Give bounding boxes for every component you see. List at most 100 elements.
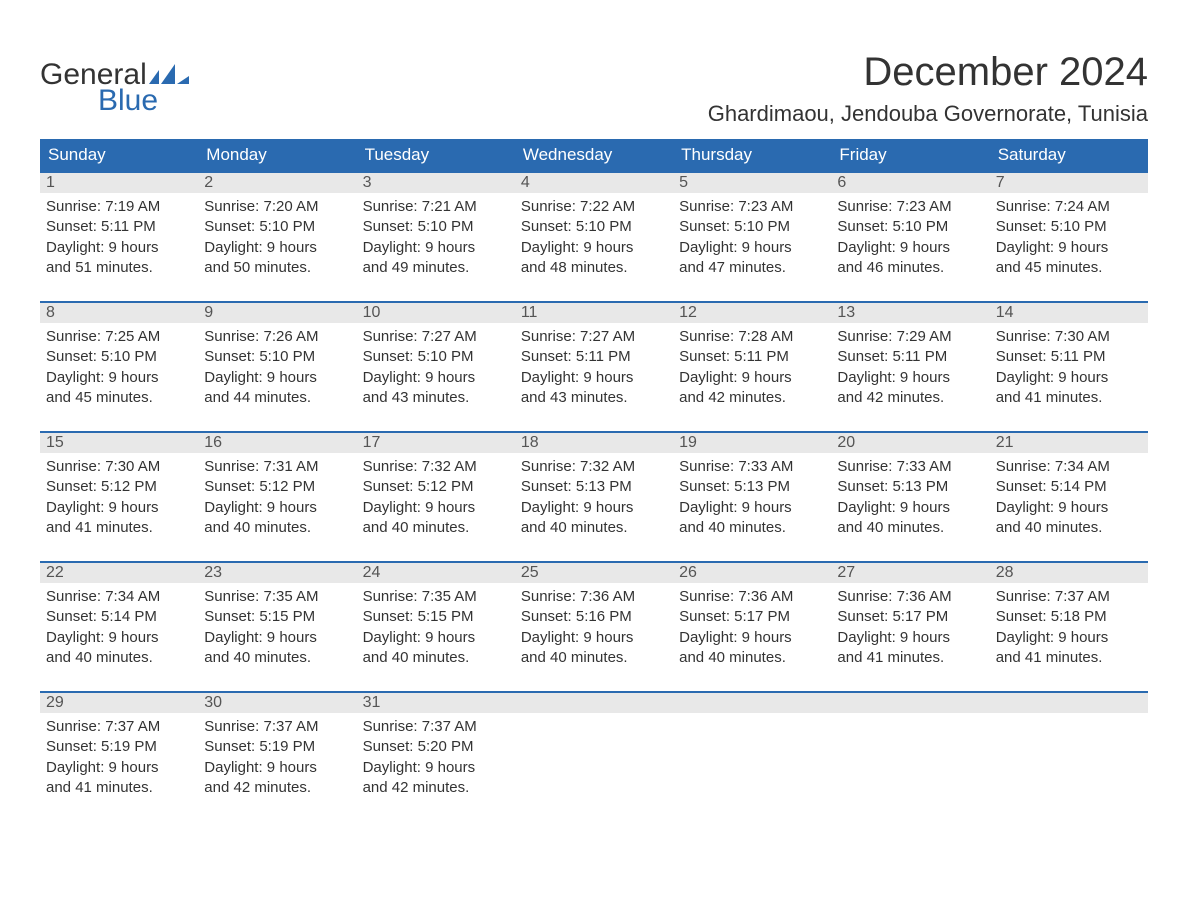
- day-dl1: Daylight: 9 hours: [363, 498, 507, 518]
- day-dl2: and 40 minutes.: [46, 648, 190, 668]
- day-cell: Sunrise: 7:33 AMSunset: 5:13 PMDaylight:…: [831, 453, 989, 543]
- day-number-row: 293031: [40, 693, 1148, 713]
- day-sunrise: Sunrise: 7:32 AM: [521, 457, 665, 477]
- day-number: 29: [40, 693, 198, 713]
- day-cell: Sunrise: 7:37 AMSunset: 5:19 PMDaylight:…: [198, 713, 356, 803]
- day-number: 18: [515, 433, 673, 453]
- day-dl2: and 43 minutes.: [521, 388, 665, 408]
- day-cell: Sunrise: 7:37 AMSunset: 5:18 PMDaylight:…: [990, 583, 1148, 673]
- day-sunset: Sunset: 5:13 PM: [521, 477, 665, 497]
- day-sunrise: Sunrise: 7:23 AM: [679, 197, 823, 217]
- day-sunrise: Sunrise: 7:27 AM: [363, 327, 507, 347]
- day-dl1: Daylight: 9 hours: [521, 238, 665, 258]
- day-number: 12: [673, 303, 831, 323]
- day-dl2: and 41 minutes.: [46, 518, 190, 538]
- day-header: Tuesday: [357, 139, 515, 171]
- brand-logo: General Blue: [40, 58, 189, 118]
- day-number: 16: [198, 433, 356, 453]
- day-dl2: and 40 minutes.: [363, 648, 507, 668]
- week: 15161718192021Sunrise: 7:30 AMSunset: 5:…: [40, 431, 1148, 543]
- day-dl1: Daylight: 9 hours: [204, 238, 348, 258]
- day-dl1: Daylight: 9 hours: [996, 498, 1140, 518]
- day-dl2: and 40 minutes.: [521, 648, 665, 668]
- day-sunrise: Sunrise: 7:29 AM: [837, 327, 981, 347]
- day-sunrise: Sunrise: 7:21 AM: [363, 197, 507, 217]
- month-title: December 2024: [708, 50, 1148, 95]
- day-sunrise: Sunrise: 7:33 AM: [679, 457, 823, 477]
- day-cell: Sunrise: 7:20 AMSunset: 5:10 PMDaylight:…: [198, 193, 356, 283]
- day-dl2: and 41 minutes.: [996, 388, 1140, 408]
- day-dl1: Daylight: 9 hours: [363, 628, 507, 648]
- day-number: 21: [990, 433, 1148, 453]
- day-number: 14: [990, 303, 1148, 323]
- day-sunset: Sunset: 5:10 PM: [837, 217, 981, 237]
- day-sunset: Sunset: 5:11 PM: [521, 347, 665, 367]
- day-number-row: 891011121314: [40, 303, 1148, 323]
- day-dl1: Daylight: 9 hours: [204, 758, 348, 778]
- day-number: [831, 693, 989, 713]
- day-sunset: Sunset: 5:10 PM: [204, 217, 348, 237]
- day-cell: Sunrise: 7:32 AMSunset: 5:12 PMDaylight:…: [357, 453, 515, 543]
- day-header: Thursday: [673, 139, 831, 171]
- day-dl2: and 40 minutes.: [837, 518, 981, 538]
- day-header: Sunday: [40, 139, 198, 171]
- day-number: 17: [357, 433, 515, 453]
- day-dl2: and 45 minutes.: [46, 388, 190, 408]
- day-cell: Sunrise: 7:35 AMSunset: 5:15 PMDaylight:…: [357, 583, 515, 673]
- day-sunset: Sunset: 5:12 PM: [363, 477, 507, 497]
- day-dl1: Daylight: 9 hours: [46, 628, 190, 648]
- day-sunset: Sunset: 5:10 PM: [363, 217, 507, 237]
- day-sunrise: Sunrise: 7:30 AM: [996, 327, 1140, 347]
- day-dl1: Daylight: 9 hours: [521, 368, 665, 388]
- day-sunset: Sunset: 5:11 PM: [837, 347, 981, 367]
- day-cell: Sunrise: 7:35 AMSunset: 5:15 PMDaylight:…: [198, 583, 356, 673]
- day-number: 15: [40, 433, 198, 453]
- day-dl1: Daylight: 9 hours: [996, 368, 1140, 388]
- day-number: 20: [831, 433, 989, 453]
- day-cell: [673, 713, 831, 803]
- day-dl2: and 40 minutes.: [204, 518, 348, 538]
- day-number: [515, 693, 673, 713]
- day-data-row: Sunrise: 7:37 AMSunset: 5:19 PMDaylight:…: [40, 713, 1148, 803]
- day-cell: [831, 713, 989, 803]
- day-sunrise: Sunrise: 7:35 AM: [204, 587, 348, 607]
- day-dl1: Daylight: 9 hours: [996, 238, 1140, 258]
- day-dl1: Daylight: 9 hours: [363, 238, 507, 258]
- day-dl1: Daylight: 9 hours: [679, 368, 823, 388]
- day-number-row: 22232425262728: [40, 563, 1148, 583]
- day-cell: Sunrise: 7:34 AMSunset: 5:14 PMDaylight:…: [40, 583, 198, 673]
- day-dl2: and 49 minutes.: [363, 258, 507, 278]
- day-sunset: Sunset: 5:16 PM: [521, 607, 665, 627]
- day-sunrise: Sunrise: 7:37 AM: [363, 717, 507, 737]
- day-number-row: 1234567: [40, 173, 1148, 193]
- week: 22232425262728Sunrise: 7:34 AMSunset: 5:…: [40, 561, 1148, 673]
- day-data-row: Sunrise: 7:30 AMSunset: 5:12 PMDaylight:…: [40, 453, 1148, 543]
- day-sunrise: Sunrise: 7:36 AM: [837, 587, 981, 607]
- day-sunrise: Sunrise: 7:36 AM: [679, 587, 823, 607]
- day-cell: Sunrise: 7:32 AMSunset: 5:13 PMDaylight:…: [515, 453, 673, 543]
- day-sunrise: Sunrise: 7:35 AM: [363, 587, 507, 607]
- day-dl1: Daylight: 9 hours: [679, 498, 823, 518]
- day-header: Monday: [198, 139, 356, 171]
- day-sunrise: Sunrise: 7:34 AM: [46, 587, 190, 607]
- day-sunset: Sunset: 5:20 PM: [363, 737, 507, 757]
- day-sunrise: Sunrise: 7:20 AM: [204, 197, 348, 217]
- day-sunset: Sunset: 5:19 PM: [204, 737, 348, 757]
- day-sunset: Sunset: 5:11 PM: [46, 217, 190, 237]
- day-dl2: and 40 minutes.: [363, 518, 507, 538]
- day-sunset: Sunset: 5:13 PM: [837, 477, 981, 497]
- day-number: 3: [357, 173, 515, 193]
- day-sunrise: Sunrise: 7:24 AM: [996, 197, 1140, 217]
- day-dl1: Daylight: 9 hours: [837, 238, 981, 258]
- day-dl1: Daylight: 9 hours: [363, 758, 507, 778]
- day-number: 9: [198, 303, 356, 323]
- day-dl2: and 42 minutes.: [679, 388, 823, 408]
- day-cell: Sunrise: 7:37 AMSunset: 5:20 PMDaylight:…: [357, 713, 515, 803]
- day-cell: Sunrise: 7:21 AMSunset: 5:10 PMDaylight:…: [357, 193, 515, 283]
- day-dl1: Daylight: 9 hours: [204, 498, 348, 518]
- day-dl2: and 40 minutes.: [204, 648, 348, 668]
- day-number: 27: [831, 563, 989, 583]
- day-dl1: Daylight: 9 hours: [837, 368, 981, 388]
- day-dl1: Daylight: 9 hours: [679, 628, 823, 648]
- day-sunrise: Sunrise: 7:34 AM: [996, 457, 1140, 477]
